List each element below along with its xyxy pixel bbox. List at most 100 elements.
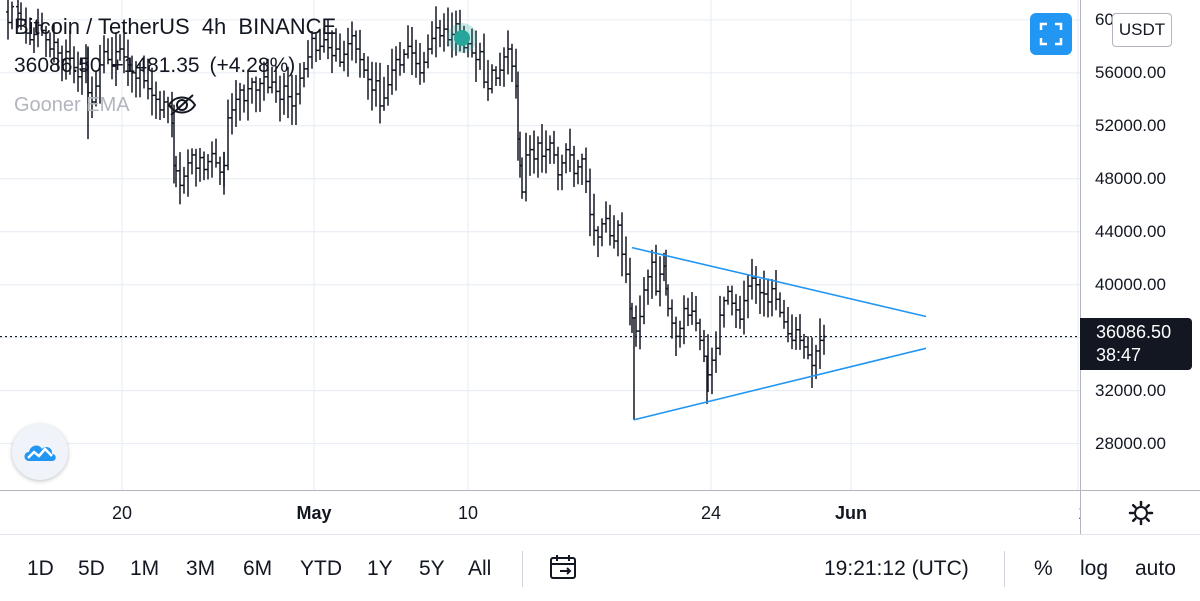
fullscreen-button[interactable] <box>1030 13 1072 55</box>
ohlc-bar <box>502 47 506 87</box>
ohlc-bar <box>322 27 326 53</box>
time-label-10: 10 <box>457 503 479 523</box>
ohlc-bar <box>638 295 642 350</box>
indicator-label[interactable]: Gooner EMA <box>14 94 130 116</box>
ohlc-bar <box>414 39 418 78</box>
ohlc-bar <box>798 314 802 350</box>
ohlc-bar <box>686 297 690 327</box>
ohlc-bar <box>44 25 48 58</box>
ohlc-bar <box>434 6 438 58</box>
ohlc-bar <box>528 135 532 176</box>
ohlc-bar <box>612 215 616 249</box>
range-6m-button[interactable]: 6M <box>243 557 273 580</box>
ohlc-bar <box>258 78 262 112</box>
interval-label[interactable]: 4h <box>201 14 227 39</box>
ohlc-bar <box>450 12 454 58</box>
ohlc-bar <box>682 295 686 345</box>
ohlc-bar <box>430 21 434 55</box>
ohlc-bar <box>620 212 624 277</box>
range-5y-button[interactable]: 5Y <box>419 557 445 580</box>
ohlc-bar <box>342 40 346 72</box>
ohlc-bar <box>670 299 674 339</box>
ohlc-bar <box>190 148 194 175</box>
ohlc-bar <box>624 236 628 284</box>
price-change-percent: (+4.28%) <box>209 54 296 77</box>
chart-area[interactable]: Bitcoin / TetherUS 4h BINANCE 36086.50 +… <box>0 0 1080 490</box>
ohlc-bar <box>390 48 394 95</box>
auto-scale-button[interactable]: auto <box>1135 557 1176 580</box>
ohlc-bar <box>32 27 36 53</box>
range-all-button[interactable]: All <box>468 557 492 580</box>
range-1d-button[interactable]: 1D <box>27 557 54 580</box>
ohlc-bar <box>214 138 218 168</box>
ohlc-bar <box>658 256 662 307</box>
ohlc-bar <box>318 28 322 61</box>
ohlc-bar <box>694 295 698 332</box>
ohlc-bar <box>40 12 44 36</box>
ohlc-bar <box>94 71 98 107</box>
ohlc-bar <box>154 81 158 119</box>
ohlc-bar <box>532 130 536 174</box>
utc-clock[interactable]: 19:21:12 (UTC) <box>824 557 969 580</box>
ohlc-bar <box>60 45 64 82</box>
ohlc-bar <box>354 30 358 64</box>
ohlc-bar <box>210 141 214 178</box>
range-1m-button[interactable]: 1M <box>130 557 160 580</box>
ohlc-bar <box>418 43 422 85</box>
last-price-tag: 36086.50 38:47 <box>1080 318 1192 370</box>
toolbar-divider <box>1004 551 1005 587</box>
ohlc-bar <box>246 69 250 121</box>
time-label-20: 20 <box>111 503 133 523</box>
currency-badge[interactable]: USDT <box>1112 13 1172 47</box>
gear-icon <box>1128 500 1154 526</box>
ohlc-bar <box>398 41 402 76</box>
ohlc-bar <box>774 270 778 311</box>
ohlc-bar <box>386 64 390 106</box>
ohlc-bar <box>126 39 130 86</box>
ohlc-bar <box>802 333 806 359</box>
ohlc-bar <box>754 266 758 304</box>
ohlc-bar <box>608 204 612 246</box>
ohlc-bar <box>498 52 502 86</box>
ohlc-bar <box>616 220 620 257</box>
time-label-14: 14 <box>1078 503 1080 524</box>
ohlc-bar <box>548 135 552 164</box>
ohlc-bar <box>238 82 242 121</box>
ohlc-bar <box>274 65 278 103</box>
ohlc-bar <box>702 329 706 363</box>
ohlc-bar <box>690 292 694 325</box>
ohlc-bar <box>810 337 814 388</box>
ohlc-bar <box>52 23 56 63</box>
range-5d-button[interactable]: 5D <box>78 557 105 580</box>
calendar-range-icon[interactable] <box>548 553 580 583</box>
ohlc-bar <box>254 76 258 113</box>
ohlc-bar <box>410 26 414 76</box>
ohlc-bar <box>790 314 794 350</box>
ohlc-bar <box>10 1 14 30</box>
range-3m-button[interactable]: 3M <box>186 557 216 580</box>
log-scale-button[interactable]: log <box>1080 557 1109 580</box>
ohlc-bar <box>374 62 378 107</box>
percent-scale-button[interactable]: % <box>1034 557 1053 580</box>
ohlc-bar <box>576 159 580 185</box>
eye-off-icon[interactable] <box>166 92 198 118</box>
ohlc-bar <box>206 154 210 180</box>
time-axis[interactable]: 20 May 10 24 Jun 14 <box>0 490 1080 535</box>
range-1y-button[interactable]: 1Y <box>367 557 393 580</box>
ohlc-bar <box>742 280 746 335</box>
ohlc-bar <box>750 258 754 300</box>
ohlc-bar <box>346 27 350 77</box>
ohlc-bar <box>778 292 782 318</box>
range-ytd-button[interactable]: YTD <box>300 557 342 580</box>
price-axis[interactable]: 60000.0056000.0052000.0048000.0044000.00… <box>1080 0 1200 490</box>
ohlc-bar <box>326 18 330 60</box>
ohlc-bar <box>560 154 564 191</box>
ohlc-bar <box>122 26 126 74</box>
legend-title[interactable]: Bitcoin / TetherUS 4h BINANCE <box>14 14 342 40</box>
ohlc-bar <box>194 148 198 187</box>
symbol-name[interactable]: Bitcoin / TetherUS <box>14 14 190 39</box>
ohlc-bar <box>442 13 446 52</box>
tradingview-logo[interactable] <box>12 424 68 480</box>
ohlc-bar <box>350 21 354 61</box>
chart-settings-button[interactable] <box>1080 490 1200 535</box>
